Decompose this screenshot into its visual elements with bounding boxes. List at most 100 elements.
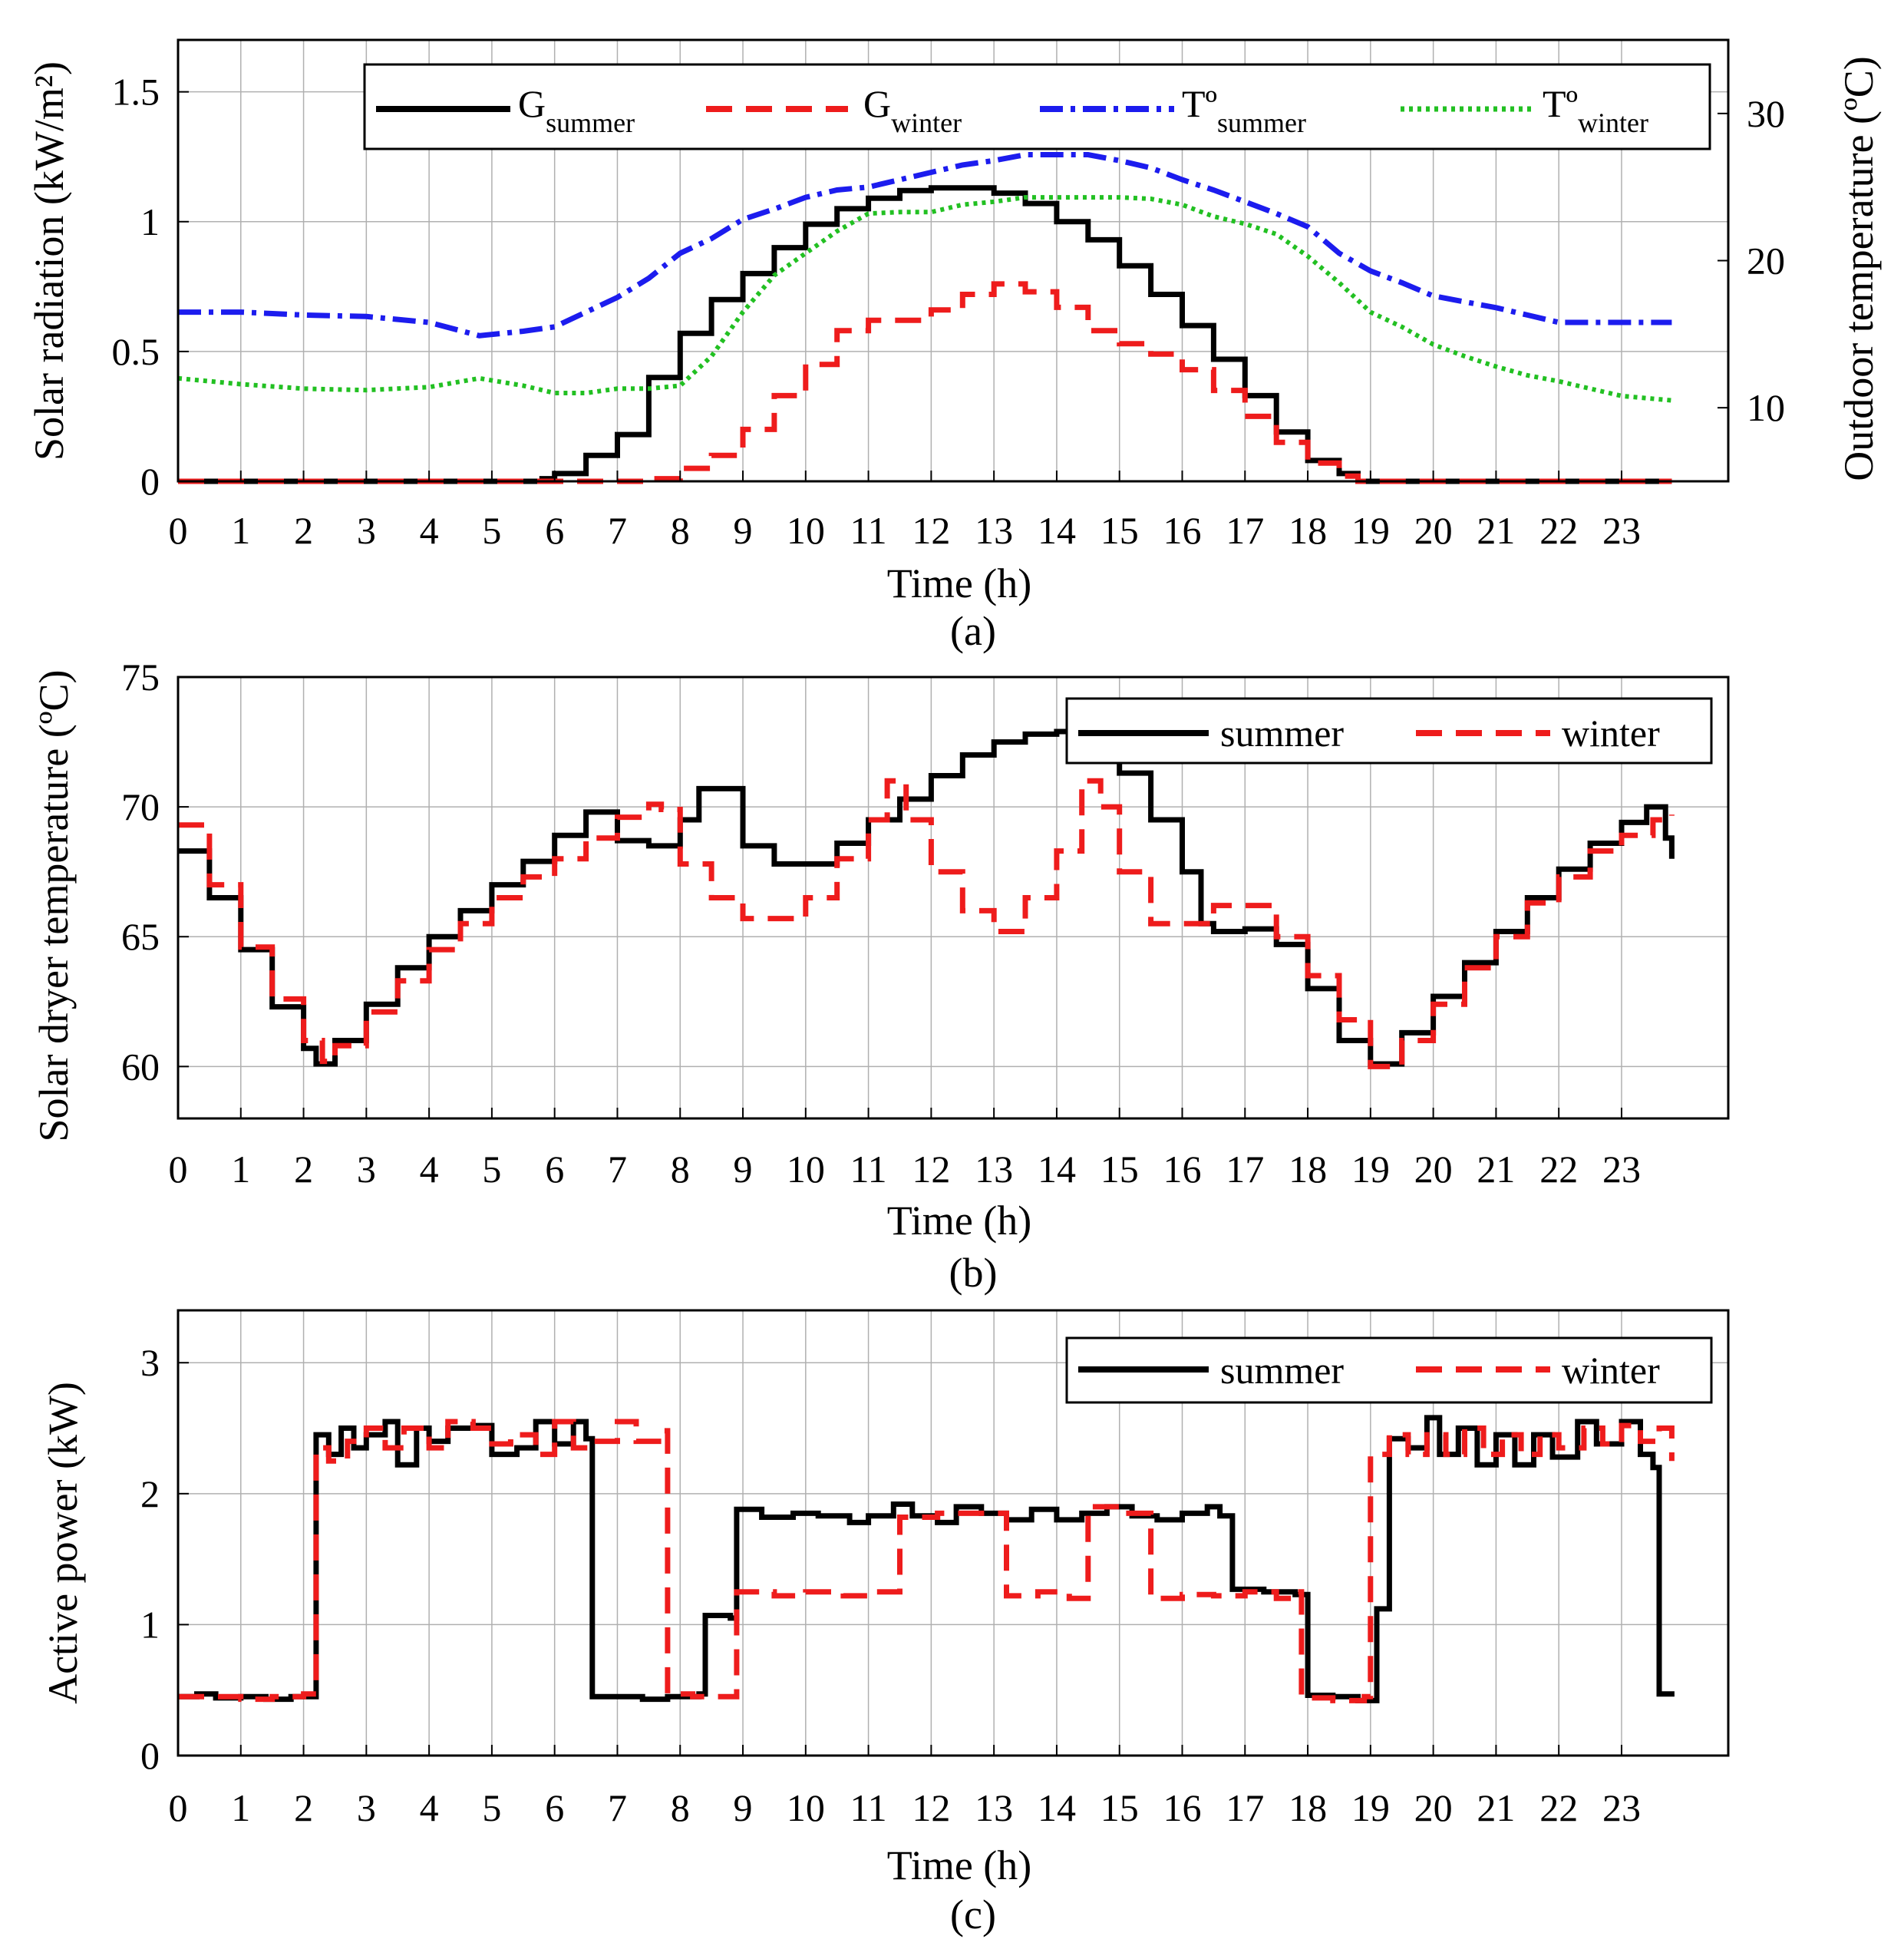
x-tick-label: 17 [1226,1786,1264,1829]
x-tick-label: 15 [1100,1786,1139,1829]
x-tick-label: 9 [734,509,753,552]
legend-t-summer-label: Tºsummer [1182,82,1306,138]
panel-a-caption: (a) [950,608,996,654]
x-tick-label: 22 [1539,509,1578,552]
y-right-tick-label: 10 [1747,386,1785,429]
panel-a: 0 1 2 3 4 5 6 7 8 9 10 11 12 13 14 15 16 17 18 19 20 21 22 2300… [26,38,1882,654]
x-tick-label: 22 [1539,1786,1578,1829]
panel-b-ticks: 0 1 2 3 4 5 6 7 8 9 10 11 12 13 14 15 16 17 18 19 20 21 22 2360… [121,656,1641,1191]
legend-g-summer-label: Gsummer [518,82,635,138]
x-tick-label: 5 [482,1148,501,1191]
legend-c-summer-label: summer [1220,1349,1344,1392]
legend-g-winter-sub: winter [891,107,962,138]
x-tick-label: 15 [1100,509,1139,552]
y-right-tick-label: 30 [1747,92,1785,135]
y-right-tick-label: 20 [1747,239,1785,282]
x-tick-label: 6 [545,509,564,552]
x-tick-label: 8 [671,1148,690,1191]
x-tick-label: 0 [169,1786,188,1829]
series-line-summer [178,728,1675,1067]
x-tick-label: 19 [1351,509,1390,552]
panel-b-xlabel: Time (h) [887,1197,1032,1244]
panel-c-legend: summer winter [1065,1336,1713,1404]
x-tick-label: 10 [787,1786,825,1829]
x-tick-label: 9 [734,1786,753,1829]
legend-g-winter-label: Gwinter [863,82,962,138]
x-tick-label: 15 [1100,1148,1139,1191]
x-tick-label: 21 [1477,1148,1515,1191]
x-tick-label: 0 [169,509,188,552]
x-tick-label: 3 [357,509,376,552]
panel-c-xlabel: Time (h) [887,1842,1032,1888]
panel-a-legend-box [363,63,1711,150]
x-tick-label: 8 [671,1786,690,1829]
x-tick-label: 18 [1289,1786,1327,1829]
x-tick-label: 19 [1351,1786,1390,1829]
panel-c-ylabel: Active power (kW) [40,1382,86,1704]
x-tick-label: 3 [357,1148,376,1191]
y-tick-label: 60 [121,1045,160,1088]
x-tick-label: 11 [850,1148,887,1191]
panel-b-ylabel: Solar dryer temperature (ºC) [31,670,77,1142]
x-tick-label: 23 [1602,1148,1641,1191]
panel-b-caption: (b) [949,1250,998,1296]
x-tick-label: 17 [1226,1148,1264,1191]
x-tick-label: 7 [608,1148,627,1191]
panel-a-series [177,152,1672,484]
x-tick-label: 8 [671,509,690,552]
x-tick-label: 20 [1414,1148,1453,1191]
series-line-winter [178,1419,1675,1703]
x-tick-label: 11 [850,1786,887,1829]
x-tick-label: 14 [1038,509,1076,552]
x-tick-label: 22 [1539,1148,1578,1191]
x-tick-label: 4 [420,509,439,552]
x-tick-label: 20 [1414,1786,1453,1829]
panel-c: 0 1 2 3 4 5 6 7 8 9 10 11 12 13 14 15 16 17 18 19 20 21 22 2301… [40,1309,1730,1937]
x-tick-label: 20 [1414,509,1453,552]
y-tick-label: 1 [140,1603,160,1646]
x-tick-label: 10 [787,509,825,552]
x-tick-label: 9 [734,1148,753,1191]
y-tick-label: 3 [140,1341,160,1384]
panel-b: 0 1 2 3 4 5 6 7 8 9 10 11 12 13 14 15 16 17 18 19 20 21 22 2360… [31,656,1730,1296]
x-tick-label: 0 [169,1148,188,1191]
panel-b-legend: summer winter [1065,697,1713,765]
x-tick-label: 23 [1602,1786,1641,1829]
x-tick-label: 7 [608,1786,627,1829]
panel-c-frame [177,1309,1730,1757]
panel-b-series [178,728,1675,1069]
x-tick-label: 12 [912,509,950,552]
panel-c-ticks: 0 1 2 3 4 5 6 7 8 9 10 11 12 13 14 15 16 17 18 19 20 21 22 2301… [140,1341,1641,1829]
x-tick-label: 13 [975,1148,1013,1191]
series-line-t-summer [178,152,1672,339]
y-tick-label: 65 [121,915,160,958]
x-tick-label: 1 [231,509,250,552]
y-tick-label: 2 [140,1472,160,1515]
x-tick-label: 3 [357,1786,376,1829]
x-tick-label: 4 [420,1786,439,1829]
x-tick-label: 2 [294,1786,313,1829]
x-tick-label: 14 [1038,1148,1076,1191]
x-tick-label: 1 [231,1148,250,1191]
x-tick-label: 12 [912,1786,950,1829]
x-tick-label: 2 [294,509,313,552]
x-tick-label: 23 [1602,509,1641,552]
y-tick-label: 1 [140,200,160,243]
x-tick-label: 6 [545,1786,564,1829]
legend-t-summer-name: Tº [1182,82,1217,125]
series-line-g-winter [178,281,1672,484]
legend-t-winter-name: Tº [1543,82,1578,125]
x-tick-label: 12 [912,1148,950,1191]
x-tick-label: 19 [1351,1148,1390,1191]
x-tick-label: 18 [1289,509,1327,552]
series-line-g-summer [178,185,1672,484]
x-tick-label: 5 [482,1786,501,1829]
x-tick-label: 13 [975,1786,1013,1829]
panel-a-ylabel: Solar radiation (kW/m²) [26,61,72,461]
panel-a-ylabel-right: Outdoor temperature (ºC) [1836,56,1882,481]
x-tick-label: 5 [482,509,501,552]
x-tick-label: 6 [545,1148,564,1191]
x-tick-label: 2 [294,1148,313,1191]
x-tick-label: 21 [1477,509,1515,552]
